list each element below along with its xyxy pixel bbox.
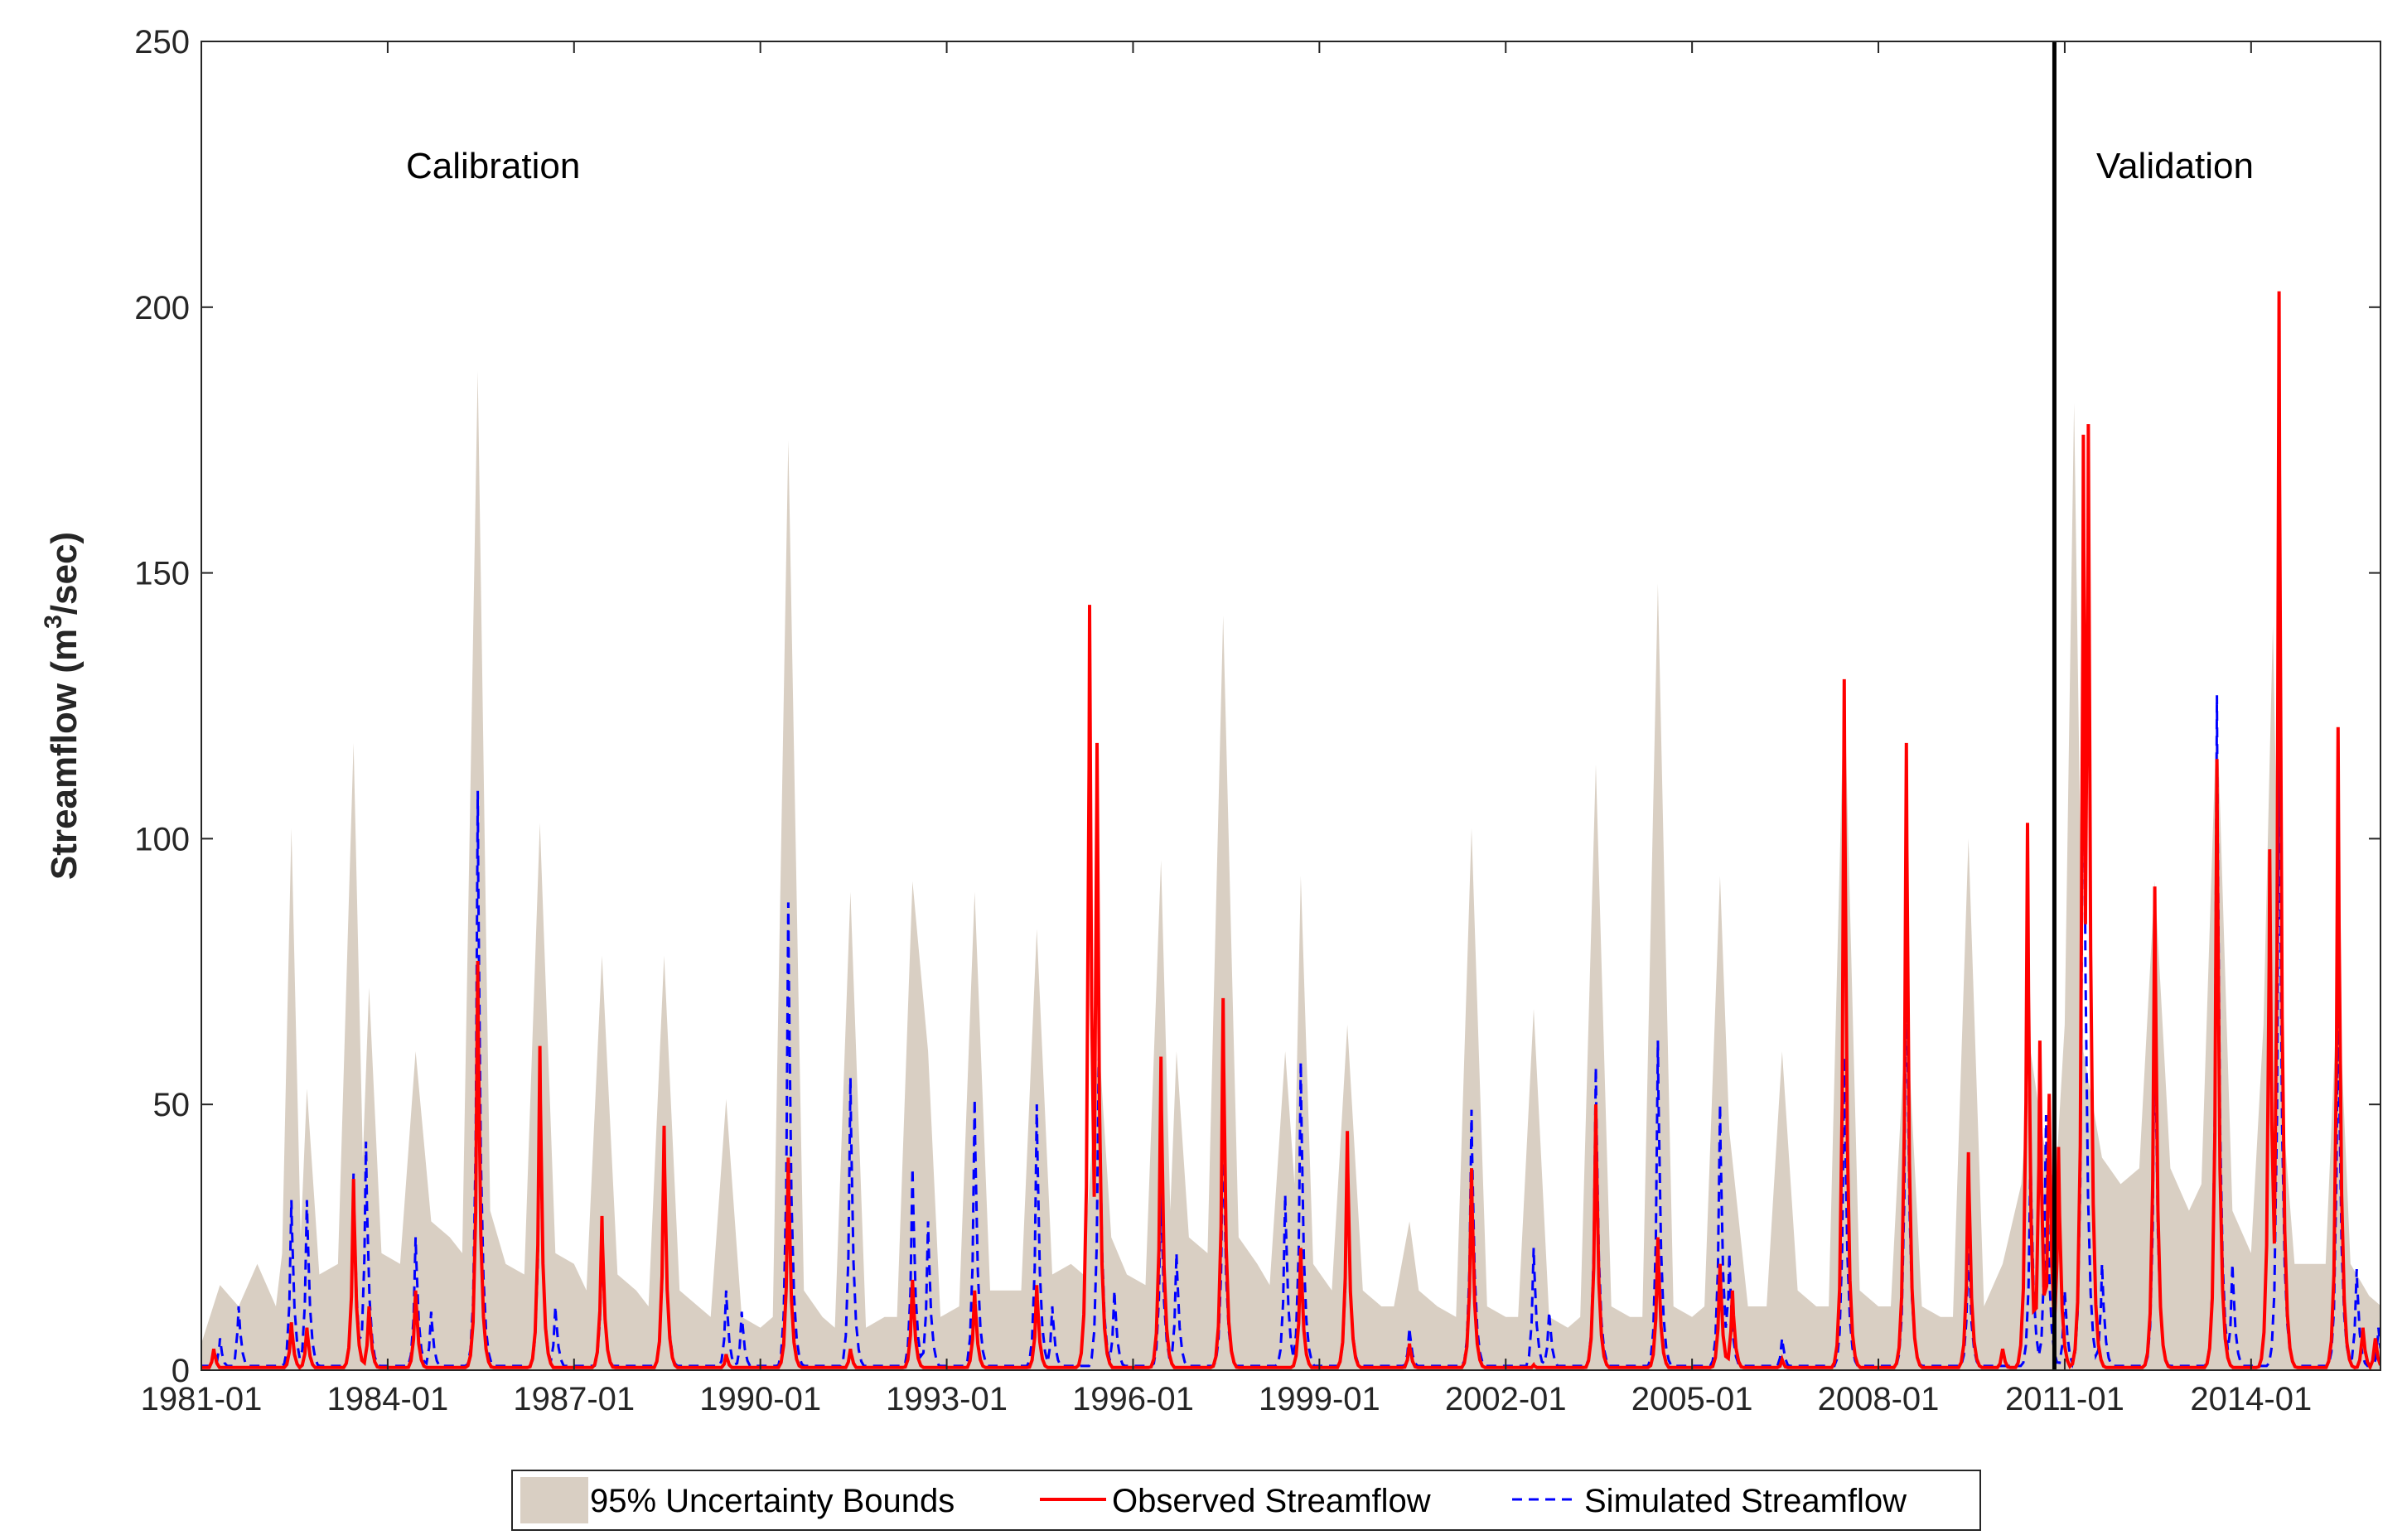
x-tick-label: 1996-01 (1072, 1381, 1194, 1417)
y-tick-label: 200 (134, 290, 190, 326)
x-tick-label: 1987-01 (513, 1381, 635, 1417)
x-tick-label: 2014-01 (2190, 1381, 2312, 1417)
y-axis-label: Streamflow (m3/sec) (40, 532, 85, 880)
y-tick-label: 100 (134, 821, 190, 857)
annotation-calibration: Calibration (406, 146, 580, 186)
x-tick-label: 1981-01 (141, 1381, 263, 1417)
x-tick-label: 2002-01 (1445, 1381, 1567, 1417)
x-tick-label: 2005-01 (1631, 1381, 1753, 1417)
x-tick-label: 1984-01 (326, 1381, 448, 1417)
y-tick-label: 0 (172, 1353, 190, 1389)
y-tick-label: 250 (134, 24, 190, 60)
legend-label-band: 95% Uncertainty Bounds (590, 1483, 955, 1519)
uncertainty-band-layer (201, 370, 2380, 1370)
legend-label-simulated: Simulated Streamflow (1584, 1483, 1907, 1519)
y-tick-label: 50 (153, 1087, 191, 1123)
annotation-validation: Validation (2096, 146, 2254, 186)
legend-box (511, 1470, 1981, 1531)
legend-swatch-band (520, 1477, 588, 1523)
legend: 95% Uncertainty Bounds Observed Streamfl… (511, 1470, 1981, 1531)
observed-streamflow-line (201, 291, 2380, 1370)
legend-label-observed: Observed Streamflow (1112, 1483, 1431, 1519)
x-axis: 1981-01 1984-01 1987-01 1990-01 1993-01 1996-… (141, 41, 2312, 1417)
y-axis: 0 50 100 150 200 250 (134, 24, 2380, 1389)
x-tick-label: 2008-01 (1818, 1381, 1940, 1417)
uncertainty-band (201, 370, 2380, 1370)
x-tick-label: 1993-01 (886, 1381, 1008, 1417)
simulated-line-layer (201, 583, 2380, 1369)
simulated-streamflow-line (201, 583, 2380, 1369)
plot-frame (201, 41, 2381, 1371)
x-tick-label: 2011-01 (2005, 1381, 2124, 1417)
y-tick-label: 150 (134, 556, 190, 592)
x-tick-label: 1999-01 (1259, 1381, 1380, 1417)
observed-line-layer (201, 291, 2380, 1370)
x-tick-label: 1990-01 (699, 1381, 821, 1417)
